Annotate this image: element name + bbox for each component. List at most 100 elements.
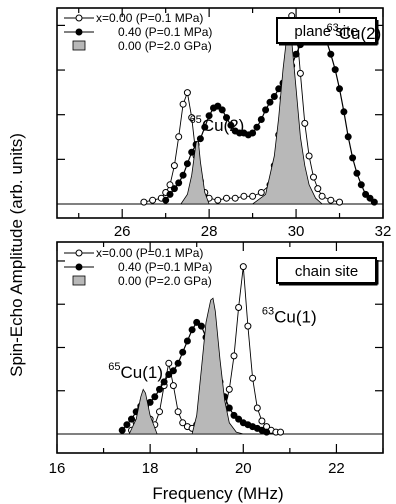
data-point-filled (197, 322, 205, 330)
series-gray-fill (180, 28, 324, 205)
legend-marker-filled (75, 263, 83, 271)
legend-label: 0.40 (P=0.1 MPa) (118, 260, 212, 274)
data-point-filled (331, 66, 339, 74)
legend: x=0.00 (P=0.1 MPa)0.40 (P=0.1 MPa)0.00 (… (64, 246, 212, 288)
data-point-filled (262, 106, 270, 114)
plane-site-panel: 26 28 30 32 x=0.00 (P=0.1 MPa)0.40 (P=0.1 MP… (56, 7, 392, 240)
x-tick-label: 30 (288, 223, 305, 240)
data-point-open (240, 192, 248, 200)
legend-label: 0.40 (P=0.1 MPa) (118, 25, 212, 39)
data-point-open (239, 263, 247, 271)
data-point-filled (336, 85, 343, 93)
data-point-filled (270, 93, 278, 100)
data-point-open (305, 152, 313, 160)
data-point-filled (156, 385, 163, 393)
data-point-filled (223, 114, 230, 122)
data-point-filled (249, 129, 257, 137)
chain-site-panel: 16 18 20 22 x=0.00 (P=0.1 MPa)0.40 (P=0.1 MP… (49, 241, 384, 477)
data-point-filled (344, 133, 352, 141)
data-point-filled (183, 337, 191, 345)
x-tick-label: 32 (375, 223, 392, 240)
data-point-open (318, 192, 326, 200)
data-point-filled (235, 415, 243, 423)
data-point-open (174, 408, 182, 416)
data-point-open (249, 192, 257, 200)
data-point-open (183, 89, 191, 97)
legend-label: x=0.00 (P=0.1 MPa) (96, 11, 203, 25)
data-point-filled (370, 198, 378, 206)
data-point-open (188, 114, 196, 122)
data-point-filled (183, 160, 191, 168)
data-point-open (223, 194, 230, 202)
site-label: plane site (294, 23, 358, 40)
data-point-filled (225, 404, 233, 412)
data-point-open (253, 404, 261, 412)
site-label-box (276, 257, 377, 284)
legend-marker-open (75, 14, 83, 22)
data-point-open (169, 382, 177, 390)
legend-label: 0.00 (P=2.0 GPa) (118, 274, 212, 288)
legend-label: x=0.00 (P=0.1 MPa) (96, 246, 203, 260)
isotope-mass-number: 65 (108, 361, 120, 373)
data-point-open (336, 198, 343, 206)
isotope-label: 65Cu(1) (108, 361, 163, 382)
x-tick-label: 16 (49, 460, 66, 477)
data-point-open (165, 359, 173, 367)
isotope-label: 63Cu(1) (262, 305, 317, 326)
data-point-filled (327, 50, 335, 58)
data-point-open (156, 408, 163, 416)
data-point-open (249, 374, 257, 382)
data-point-open (149, 196, 157, 204)
data-point-filled (128, 415, 135, 423)
data-point-filled (179, 348, 187, 356)
data-point-filled (160, 378, 168, 386)
y-axis-title: Spin-Echo Amplitude (arb. units) (7, 133, 26, 377)
data-point-open (140, 198, 148, 206)
data-point-filled (214, 102, 222, 110)
isotope-site: Cu(2) (339, 24, 382, 43)
data-point-filled (165, 371, 173, 378)
site-label-box (276, 17, 377, 44)
isotope-label: 63Cu(2) (326, 22, 381, 43)
data-point-filled (230, 411, 238, 419)
data-point-filled (340, 108, 348, 116)
data-point-filled (357, 181, 365, 189)
data-point-open (327, 196, 335, 204)
data-point-filled (253, 123, 261, 131)
x-tick-label: 18 (142, 460, 159, 477)
data-point-filled (175, 179, 183, 187)
data-point-open (166, 181, 174, 189)
data-point-filled (196, 135, 204, 143)
data-point-filled (227, 121, 235, 129)
data-point-filled (118, 426, 126, 434)
data-point-open (230, 352, 238, 360)
data-point-filled (353, 169, 361, 177)
isotope-mass-number: 63 (262, 305, 274, 317)
data-point-open (175, 133, 183, 141)
legend-marker-filled (75, 28, 83, 36)
data-point-open (277, 428, 284, 436)
data-point-filled (162, 196, 170, 204)
data-point-open (214, 196, 222, 204)
data-point-open (170, 162, 178, 170)
x-tick-label: 20 (235, 460, 252, 477)
plot-frame (56, 7, 384, 219)
isotope-site: Cu(1) (120, 363, 163, 382)
data-point-open (296, 69, 304, 77)
data-point-filled (193, 318, 201, 326)
x-tick-label: 26 (114, 223, 131, 240)
data-point-filled (151, 393, 159, 401)
isotope-label: 65Cu(2) (190, 114, 245, 135)
data-point-filled (263, 428, 271, 436)
data-point-filled (218, 106, 226, 114)
isotope-mass-number: 65 (190, 114, 202, 126)
data-point-filled (170, 185, 178, 193)
legend: x=0.00 (P=0.1 MPa)0.40 (P=0.1 MPa)0.00 (… (64, 11, 212, 53)
data-point-open (310, 173, 317, 181)
data-point-filled (257, 116, 265, 123)
x-tick-label: 22 (328, 460, 345, 477)
data-point-filled (201, 123, 209, 131)
data-point-filled (123, 421, 131, 429)
data-point-filled (362, 190, 370, 198)
data-point-filled (169, 367, 177, 375)
